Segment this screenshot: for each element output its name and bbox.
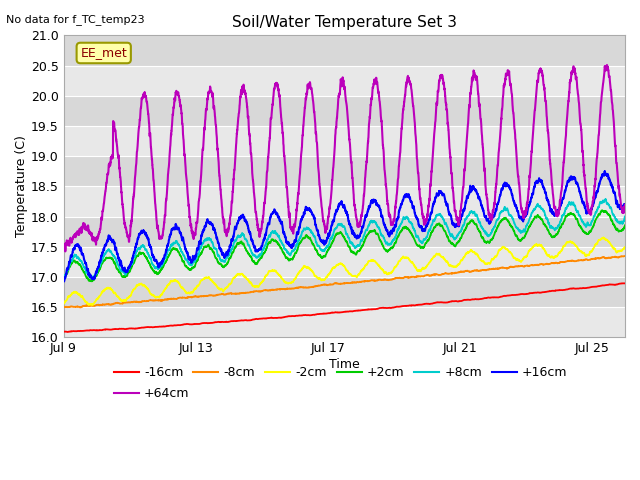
Bar — [63, 96, 625, 126]
Line: -16cm: -16cm — [63, 283, 625, 332]
-16cm — [340, 309, 348, 315]
+2cm — [340, 235, 348, 240]
-2cm — [600, 235, 607, 240]
+64cm — [268, 111, 275, 117]
-2cm — [268, 268, 275, 274]
+2cm — [621, 222, 629, 228]
Line: +2cm: +2cm — [63, 210, 625, 281]
Line: -2cm: -2cm — [63, 238, 625, 305]
+64cm — [340, 82, 348, 88]
-16cm — [621, 280, 629, 286]
-2cm — [621, 244, 629, 250]
+8cm — [268, 230, 275, 236]
+2cm — [284, 257, 292, 263]
-2cm — [84, 302, 92, 308]
Bar — [63, 36, 625, 66]
Bar — [63, 307, 625, 337]
+64cm — [382, 180, 390, 186]
-16cm — [268, 315, 275, 321]
+16cm — [382, 225, 390, 230]
+8cm — [382, 240, 390, 245]
Line: +8cm: +8cm — [63, 199, 625, 279]
+16cm — [601, 168, 609, 174]
+8cm — [540, 208, 547, 214]
Bar — [63, 216, 625, 247]
+64cm — [334, 106, 342, 111]
Legend: +64cm: +64cm — [109, 382, 195, 405]
+8cm — [334, 222, 342, 228]
Title: Soil/Water Temperature Set 3: Soil/Water Temperature Set 3 — [232, 15, 457, 30]
-2cm — [284, 280, 292, 286]
Bar — [63, 126, 625, 156]
-16cm — [334, 310, 342, 315]
+8cm — [602, 196, 609, 202]
-2cm — [60, 301, 67, 307]
-8cm — [284, 286, 292, 291]
+2cm — [334, 231, 342, 237]
-16cm — [64, 329, 72, 335]
Line: -8cm: -8cm — [63, 256, 625, 307]
-8cm — [340, 280, 348, 286]
-16cm — [540, 289, 547, 295]
Line: +64cm: +64cm — [63, 65, 625, 252]
+2cm — [268, 237, 275, 242]
Text: EE_met: EE_met — [81, 47, 127, 60]
+2cm — [382, 247, 390, 253]
+2cm — [598, 207, 605, 213]
-2cm — [340, 263, 348, 269]
Bar — [63, 186, 625, 216]
Line: +16cm: +16cm — [63, 171, 625, 281]
-8cm — [540, 262, 547, 267]
+64cm — [621, 202, 629, 208]
+16cm — [340, 203, 348, 208]
-8cm — [621, 253, 628, 259]
+64cm — [284, 202, 292, 208]
+16cm — [284, 240, 292, 246]
+64cm — [60, 244, 67, 250]
+64cm — [61, 249, 69, 254]
+8cm — [60, 276, 67, 282]
-8cm — [382, 277, 390, 283]
Bar — [63, 277, 625, 307]
+16cm — [334, 205, 342, 211]
-16cm — [284, 313, 292, 319]
-16cm — [382, 305, 390, 311]
X-axis label: Time: Time — [329, 358, 360, 371]
Bar — [63, 247, 625, 277]
+2cm — [60, 277, 67, 283]
+16cm — [268, 212, 275, 217]
-2cm — [540, 245, 547, 251]
+16cm — [621, 202, 629, 207]
+8cm — [340, 223, 348, 229]
-8cm — [76, 304, 84, 310]
Bar — [63, 156, 625, 186]
+8cm — [88, 276, 96, 282]
-8cm — [621, 253, 629, 259]
Y-axis label: Temperature (C): Temperature (C) — [15, 135, 28, 237]
-8cm — [60, 304, 67, 310]
Bar — [63, 66, 625, 96]
+8cm — [621, 214, 629, 219]
+2cm — [540, 219, 547, 225]
+64cm — [603, 62, 611, 68]
-2cm — [382, 269, 390, 275]
+2cm — [88, 278, 96, 284]
+8cm — [284, 250, 292, 256]
-16cm — [60, 329, 67, 335]
+64cm — [540, 80, 547, 86]
-8cm — [268, 287, 275, 293]
+16cm — [540, 184, 547, 190]
-8cm — [334, 281, 342, 287]
-2cm — [334, 262, 342, 268]
+16cm — [60, 278, 68, 284]
-16cm — [621, 280, 628, 286]
Text: No data for f_TC_temp23: No data for f_TC_temp23 — [6, 14, 145, 25]
+16cm — [60, 278, 67, 284]
